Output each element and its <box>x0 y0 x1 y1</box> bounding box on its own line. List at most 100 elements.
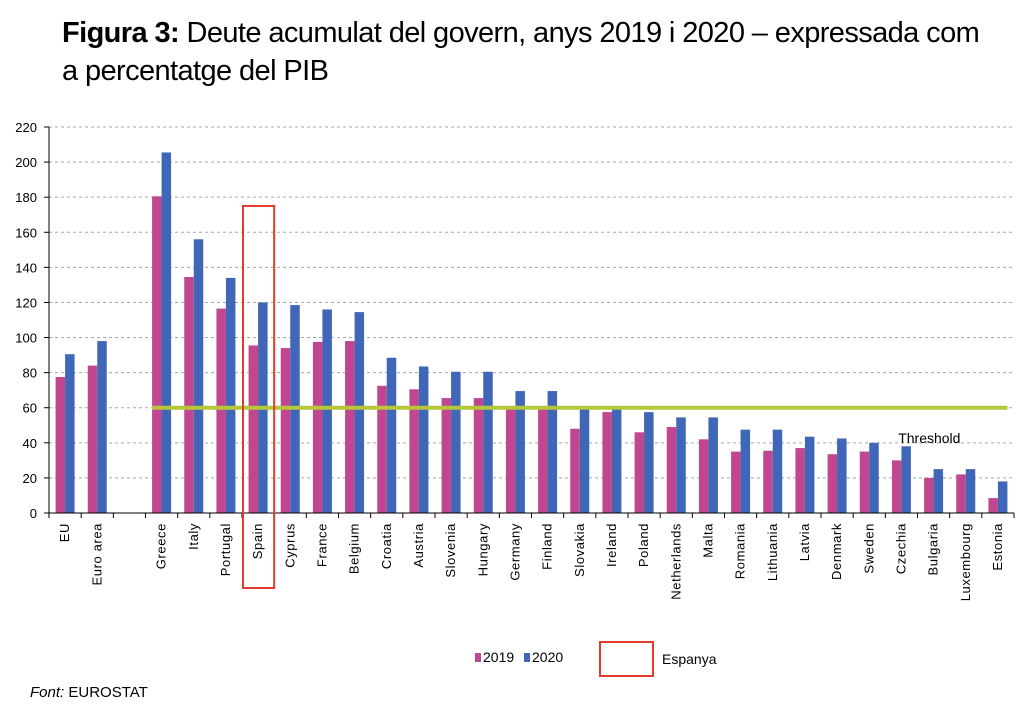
y-tick-label: 160 <box>15 225 37 240</box>
bar-2019 <box>441 398 452 513</box>
category-label: Latvia <box>797 523 812 561</box>
bar-2019 <box>666 427 677 513</box>
bar-2019 <box>731 451 741 513</box>
bar-2020 <box>644 412 654 513</box>
bar-2020 <box>386 357 397 513</box>
legend-label-2019: 2019 <box>483 649 514 665</box>
bar-2019 <box>152 196 162 513</box>
category-label: France <box>314 523 329 567</box>
bar-2020 <box>193 239 204 514</box>
y-tick-label: 120 <box>15 295 37 310</box>
bar-2019 <box>377 385 387 513</box>
bar-2020 <box>869 442 879 513</box>
gridlines <box>49 126 1014 479</box>
legend-swatch-2019 <box>475 653 481 662</box>
category-label: Portugal <box>218 523 233 576</box>
figure-number: Figura 3: <box>62 17 180 49</box>
bar-2019 <box>763 450 773 513</box>
bar-2020 <box>225 277 236 513</box>
category-label: Euro area <box>89 523 104 586</box>
bar-2020 <box>97 341 107 513</box>
bar-2019 <box>55 377 66 513</box>
y-tick-label: 60 <box>23 401 37 416</box>
source-note: Font: EUROSTAT <box>30 684 148 701</box>
category-label: Germany <box>507 523 522 581</box>
category-label: Bulgaria <box>926 523 941 576</box>
category-label: Austria <box>411 523 426 568</box>
bar-2020 <box>161 152 172 513</box>
bar-2020 <box>322 309 332 513</box>
category-label: Belgium <box>347 523 362 574</box>
bar-2019 <box>409 389 419 513</box>
bar-2020 <box>483 371 493 513</box>
category-label: Hungary <box>475 523 490 576</box>
bar-2019 <box>570 428 580 513</box>
bar-2020 <box>965 469 976 513</box>
bar-2020 <box>354 312 365 513</box>
category-label: Slovenia <box>443 523 458 578</box>
bar-2019 <box>538 408 548 513</box>
category-label: Netherlands <box>668 523 683 600</box>
y-tick-label: 140 <box>15 260 37 275</box>
category-label: Malta <box>700 523 715 558</box>
bar-2020 <box>708 417 718 513</box>
bar-2019 <box>184 277 194 513</box>
category-label: Romania <box>733 523 748 579</box>
bar-2019 <box>280 348 291 513</box>
y-tick-label: 180 <box>15 190 37 205</box>
bar-2019 <box>312 341 323 513</box>
category-label: Spain <box>250 523 265 559</box>
bar-2020 <box>772 429 783 513</box>
category-label: Ireland <box>604 523 619 567</box>
bar-2019 <box>698 439 709 513</box>
bar-2020 <box>740 429 751 513</box>
axes <box>44 126 1015 518</box>
category-label: Slovakia <box>572 523 587 577</box>
bar-2020 <box>676 417 686 513</box>
category-label: Poland <box>636 523 651 567</box>
category-label: Luxembourg <box>958 523 973 601</box>
legend-label-2020: 2020 <box>532 649 563 665</box>
bar-2020 <box>418 366 429 513</box>
y-tick-label: 40 <box>23 436 37 451</box>
bar-2020 <box>515 391 525 513</box>
bar-2020 <box>451 371 461 513</box>
bar-2019 <box>602 412 612 513</box>
threshold-label: Threshold <box>898 430 960 446</box>
bar-2019 <box>248 345 259 513</box>
bar-2019 <box>827 454 838 513</box>
category-label: Sweden <box>861 523 876 574</box>
bar-2019 <box>795 448 805 513</box>
category-label: Denmark <box>829 523 844 580</box>
bar-2019 <box>216 308 226 513</box>
threshold-line-group: Threshold <box>152 405 1008 446</box>
bar-2019 <box>924 477 934 513</box>
bar-2020 <box>837 438 847 513</box>
bar-2020 <box>611 408 622 513</box>
bar-2020 <box>804 436 815 513</box>
y-tick-label: 0 <box>30 506 37 521</box>
y-axis-ticks: 0 20 40 60 80 100 120 140 160 180 200 220 <box>15 120 37 521</box>
y-tick-label: 220 <box>15 120 37 135</box>
bar-2019 <box>891 460 902 513</box>
bar-2019 <box>87 365 98 513</box>
highlight-group <box>242 204 276 589</box>
bar-2020 <box>997 481 1008 513</box>
bar-2020 <box>901 446 911 513</box>
bar-2020 <box>547 391 558 513</box>
chart-title: Figura 3: Deute acumulat del govern, any… <box>62 14 1002 90</box>
source-value: EUROSTAT <box>68 684 148 701</box>
bar-2019 <box>956 474 966 513</box>
bar-2020 <box>579 406 590 513</box>
title-text: Deute acumulat del govern, anys 2019 i 2… <box>62 17 980 87</box>
y-tick-label: 200 <box>15 155 37 170</box>
highlight-box <box>242 204 276 589</box>
category-label: Croatia <box>379 523 394 569</box>
category-labels: EU Euro area Greece Italy Portugal Spain Cypru… <box>57 523 1005 601</box>
source-label: Font: <box>30 684 65 701</box>
bar-2019 <box>473 398 484 513</box>
y-tick-label: 100 <box>15 331 37 346</box>
y-tick-label: 20 <box>23 471 37 486</box>
legend-highlight-box <box>599 641 654 677</box>
bar-chart: 0 20 40 60 80 100 120 140 160 180 200 220 Threshold… <box>15 120 1015 677</box>
